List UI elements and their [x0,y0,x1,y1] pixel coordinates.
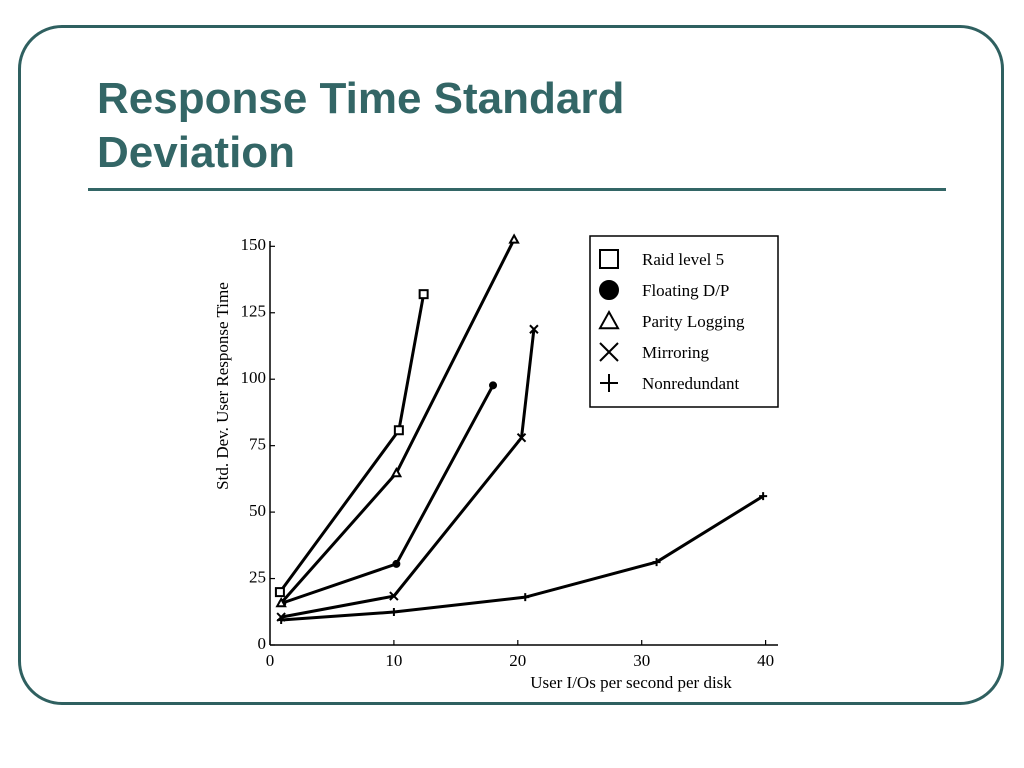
data-point [508,233,520,244]
series-line [281,384,495,605]
y-tick-label: 0 [258,634,267,653]
data-point [277,616,286,625]
legend-label: Floating D/P [642,281,729,300]
data-point [393,425,404,436]
legend-label: Mirroring [642,343,710,362]
legend-label: Nonredundant [642,374,740,393]
legend-symbol [598,309,620,330]
y-tick-label: 100 [241,368,267,387]
legend-symbol [600,374,618,392]
slide-frame [18,25,1004,705]
title-rule [88,188,946,191]
y-axis-label: Std. Dev. User Response Time [213,282,232,490]
legend-symbol [599,342,619,362]
series-line [281,494,764,622]
x-tick-label: 20 [509,651,526,670]
data-point [389,608,398,617]
data-point [529,324,539,334]
series-line [280,329,536,619]
data-point [516,432,527,443]
y-tick-label: 75 [249,435,266,454]
legend-label: Parity Logging [642,312,745,331]
data-point [652,558,661,567]
slide-title: Response Time Standard Deviation [97,74,625,177]
legend-label: Raid level 5 [642,250,724,269]
data-point [418,289,429,300]
x-axis-label: User I/Os per second per disk [530,673,732,692]
data-point [389,591,399,601]
x-tick-label: 30 [633,651,650,670]
data-point [390,466,403,478]
x-tick-label: 10 [385,651,402,670]
y-tick-label: 25 [249,567,266,586]
y-tick-label: 125 [241,302,267,321]
x-tick-label: 40 [757,651,774,670]
data-point [275,596,287,608]
data-point [759,492,768,501]
series-line [278,293,426,593]
x-tick-label: 0 [266,651,275,670]
legend-box [589,235,779,408]
data-point [392,559,401,568]
y-tick-label: 150 [241,235,267,254]
data-point [521,593,530,602]
legend-symbol [599,280,619,300]
y-tick-label: 50 [249,501,266,520]
data-point [489,381,498,390]
series-line [280,238,516,605]
data-point [274,587,285,598]
legend-symbol [599,249,619,269]
